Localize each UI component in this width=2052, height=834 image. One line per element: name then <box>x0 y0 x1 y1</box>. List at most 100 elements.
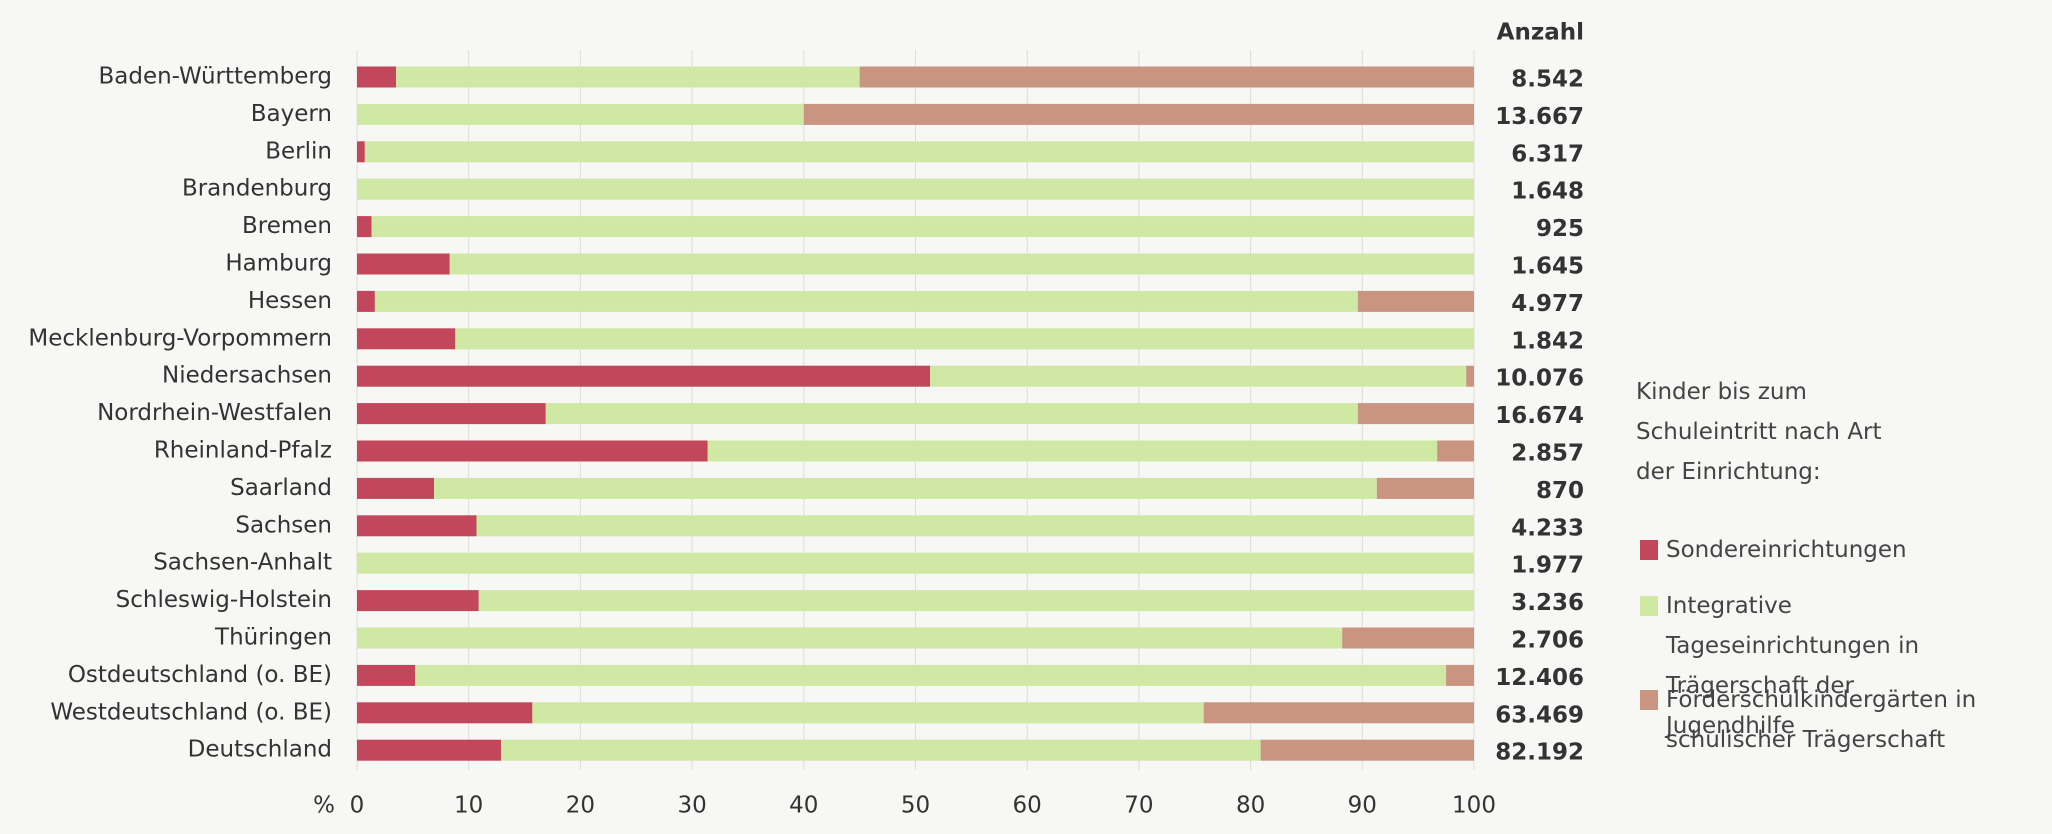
bar-segment <box>859 66 1474 88</box>
count-label: 1.645 <box>1511 254 1584 280</box>
bar-segment <box>1437 440 1474 462</box>
bar-segment <box>357 103 804 125</box>
bar-segment <box>357 477 435 499</box>
y-tick-label: Schleswig-Holstein <box>116 587 332 613</box>
bar-segment <box>434 477 1377 499</box>
bar-segment <box>707 440 1438 462</box>
legend-label: Sondereinrichtungen <box>1666 537 1907 563</box>
count-label: 1.842 <box>1511 328 1584 354</box>
y-tick-label: Rheinland-Pfalz <box>154 438 332 464</box>
x-axis-label: % <box>313 793 335 819</box>
count-label: 1.648 <box>1511 179 1584 205</box>
count-label: 82.192 <box>1495 740 1584 766</box>
legend-swatch <box>1640 690 1658 710</box>
bar-segment <box>455 328 1474 350</box>
x-tick-label: 50 <box>901 793 930 819</box>
y-tick-label: Niedersachsen <box>162 363 332 389</box>
y-tick-label: Brandenburg <box>182 176 332 202</box>
y-tick-label: Hamburg <box>225 251 332 277</box>
y-tick-label: Baden-Württemberg <box>98 64 332 90</box>
x-tick-label: 60 <box>1013 793 1042 819</box>
bar-segment <box>478 590 1474 612</box>
count-label: 63.469 <box>1495 702 1584 728</box>
bar-segment <box>501 739 1261 761</box>
x-tick-label: 90 <box>1348 793 1377 819</box>
y-tick-label: Hessen <box>248 288 332 314</box>
count-label: 16.674 <box>1495 403 1584 429</box>
bar-segment <box>357 515 477 537</box>
bar-segment <box>1357 290 1474 312</box>
x-tick-label: 20 <box>566 793 595 819</box>
y-tick-label: Ostdeutschland (o. BE) <box>68 662 332 688</box>
legend-swatch <box>1640 540 1658 560</box>
x-tick-label: 70 <box>1124 793 1153 819</box>
y-tick-label: Nordrhein-Westfalen <box>97 400 332 426</box>
y-tick-label: Saarland <box>230 475 332 501</box>
count-label: 2.706 <box>1511 628 1584 654</box>
bar-segment <box>1466 365 1474 387</box>
bar-segment <box>1203 702 1474 724</box>
bar-segment <box>357 290 375 312</box>
bar-segment <box>415 664 1447 686</box>
bar-segment <box>1376 477 1474 499</box>
legend-swatch <box>1640 596 1658 616</box>
bar-segment <box>357 141 365 163</box>
bar-segment <box>449 253 1475 275</box>
bar-segment <box>357 328 456 350</box>
bar-segment <box>357 403 546 425</box>
count-label: 10.076 <box>1495 366 1584 392</box>
bar-segment <box>930 365 1467 387</box>
x-tick-label: 80 <box>1236 793 1265 819</box>
y-tick-label: Bayern <box>251 101 332 127</box>
bar-segment <box>357 739 502 761</box>
bar-segment <box>803 103 1474 125</box>
count-header: Anzahl <box>1497 20 1584 46</box>
bar-segment <box>357 66 397 88</box>
bar-segment <box>364 141 1475 163</box>
bar-segment <box>396 66 860 88</box>
bar-segment <box>1357 403 1474 425</box>
y-tick-label: Deutschland <box>188 737 332 763</box>
bar-segment <box>357 440 708 462</box>
bar-segment <box>374 290 1358 312</box>
count-label: 6.317 <box>1511 141 1584 167</box>
bar-segment <box>357 178 1474 200</box>
count-label: 4.233 <box>1511 515 1584 541</box>
bar-segment <box>357 552 1474 574</box>
count-label: 13.667 <box>1495 104 1584 130</box>
bar-segment <box>1260 739 1474 761</box>
x-tick-label: 0 <box>350 793 365 819</box>
y-tick-label: Mecklenburg-Vorpommern <box>28 325 332 351</box>
bar-segment <box>357 627 1343 649</box>
count-label: 925 <box>1536 216 1584 242</box>
y-tick-label: Westdeutschland (o. BE) <box>50 699 332 725</box>
y-tick-label: Thüringen <box>214 625 332 651</box>
bar-segment <box>532 702 1204 724</box>
bar-segment <box>357 664 416 686</box>
bar-segment <box>476 515 1474 537</box>
x-tick-label: 30 <box>677 793 706 819</box>
count-label: 8.542 <box>1511 67 1584 93</box>
legend-label: Integrative Tageseinrichtungen in Träger… <box>1666 593 1920 739</box>
bar-segment <box>357 702 533 724</box>
x-tick-label: 10 <box>454 793 483 819</box>
x-tick-label: 100 <box>1452 793 1496 819</box>
legend-label: Förderschulkindergärten in schulischer T… <box>1666 687 1977 753</box>
x-tick-label: 40 <box>789 793 818 819</box>
bar-segment <box>357 253 450 275</box>
count-label: 12.406 <box>1495 665 1584 691</box>
bar-segment <box>545 403 1358 425</box>
y-tick-label: Sachsen-Anhalt <box>153 550 332 576</box>
count-label: 1.977 <box>1511 553 1584 579</box>
legend-title: Kinder bis zum Schuleintritt nach Art de… <box>1636 379 1882 485</box>
bar-segment <box>1342 627 1474 649</box>
count-label: 4.977 <box>1511 291 1584 317</box>
bar-segment <box>357 216 372 238</box>
bar-segment <box>1446 664 1474 686</box>
bar-segment <box>357 590 479 612</box>
count-label: 870 <box>1536 478 1584 504</box>
bar-segment <box>357 365 931 387</box>
y-tick-label: Sachsen <box>235 512 332 538</box>
